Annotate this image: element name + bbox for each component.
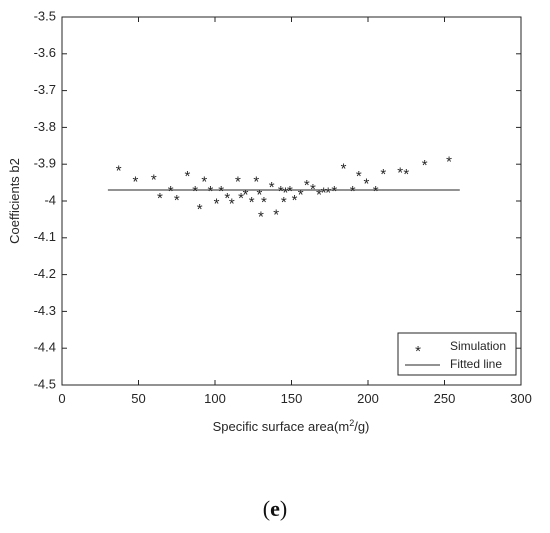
y-axis-label: Coefficients b2 xyxy=(7,158,22,244)
y-tick-label: -4.3 xyxy=(34,303,56,318)
simulation-point: * xyxy=(235,174,241,191)
simulation-point: * xyxy=(151,172,157,189)
caption-letter: e xyxy=(270,496,280,521)
simulation-point: * xyxy=(116,163,122,180)
simulation-point: * xyxy=(422,157,428,174)
x-tick-label: 300 xyxy=(510,391,532,406)
simulation-point: * xyxy=(364,175,370,192)
legend-marker-simulation: * xyxy=(415,343,421,360)
simulation-point: * xyxy=(298,186,304,203)
y-tick-label: -4.4 xyxy=(34,340,56,355)
simulation-point: * xyxy=(185,168,191,185)
x-tick-label: 150 xyxy=(281,391,303,406)
legend: * Simulation Fitted line xyxy=(397,332,517,376)
simulation-point: * xyxy=(201,174,207,191)
simulation-point: * xyxy=(341,161,347,178)
y-tick-label: -3.7 xyxy=(34,82,56,97)
y-axis-ticks: -3.5 -3.6 -3.7 -3.8 -3.9 -4 -4.1 -4.2 -4.3 -4.4 -4… xyxy=(34,8,521,391)
simulation-point: * xyxy=(282,185,288,202)
simulation-point: * xyxy=(325,185,331,202)
simulation-point: * xyxy=(133,174,139,191)
x-tick-label: 0 xyxy=(58,391,65,406)
y-tick-label: -3.5 xyxy=(34,8,56,23)
simulation-point: * xyxy=(229,196,235,213)
x-tick-label: 100 xyxy=(204,391,226,406)
y-tick-label: -4.5 xyxy=(34,376,56,391)
simulation-point: * xyxy=(269,179,275,196)
simulation-point: * xyxy=(397,164,403,181)
x-axis-ticks: 0 50 100 150 200 250 300 xyxy=(58,17,532,406)
simulation-point: * xyxy=(157,190,163,207)
simulation-point: * xyxy=(380,166,386,183)
plot-frame xyxy=(61,16,522,386)
simulation-point: * xyxy=(256,186,262,203)
simulation-point: * xyxy=(373,183,379,200)
simulation-point: * xyxy=(258,209,264,226)
simulation-point: * xyxy=(197,201,203,218)
y-tick-label: -4.1 xyxy=(34,229,56,244)
simulation-point: * xyxy=(356,168,362,185)
x-axis-label-main: Specific surface area(m xyxy=(213,419,350,434)
simulation-point: * xyxy=(243,186,249,203)
simulation-series: ** ** ********* ***** ************ ** * *** ****… xyxy=(116,153,452,225)
figure-caption: (e) xyxy=(0,496,550,522)
simulation-point: * xyxy=(331,183,337,200)
simulation-point: * xyxy=(207,183,213,200)
simulation-point: * xyxy=(218,183,224,200)
simulation-point: * xyxy=(304,177,310,194)
simulation-point: * xyxy=(310,181,316,198)
legend-label-fitted-line: Fitted line xyxy=(450,357,502,371)
simulation-point: * xyxy=(214,196,220,213)
simulation-point: * xyxy=(174,192,180,209)
y-tick-label: -3.9 xyxy=(34,156,56,171)
simulation-point: * xyxy=(192,183,198,200)
simulation-point: * xyxy=(321,185,327,202)
y-tick-label: -3.8 xyxy=(34,119,56,134)
legend-box xyxy=(397,332,517,376)
chart: 0 50 100 150 200 250 300 -3.5-3.6-3.7-3.8-3.9-… xyxy=(7,8,532,434)
legend-label-simulation: Simulation xyxy=(450,339,506,353)
x-tick-label: 200 xyxy=(357,391,379,406)
y-tick-label: -4 xyxy=(44,192,56,207)
simulation-point: * xyxy=(316,186,322,203)
simulation-point: * xyxy=(224,190,230,207)
x-tick-label: 50 xyxy=(131,391,145,406)
simulation-point: * xyxy=(261,194,267,211)
simulation-point: * xyxy=(287,183,293,200)
y-tick-label: -4.2 xyxy=(34,266,56,281)
caption-open: ( xyxy=(262,496,271,521)
simulation-point: * xyxy=(446,153,452,170)
y-tick-label: -3.6 xyxy=(34,45,56,60)
simulation-point: * xyxy=(403,166,409,183)
x-axis-label-superscript: 2 xyxy=(349,418,354,428)
simulation-point: * xyxy=(278,183,284,200)
x-tick-label: 250 xyxy=(434,391,456,406)
simulation-point: * xyxy=(253,174,259,191)
simulation-point: * xyxy=(292,192,298,209)
simulation-point: * xyxy=(273,207,279,224)
x-axis-label: Specific surface area(m2/g) xyxy=(213,418,370,434)
simulation-point: * xyxy=(350,183,356,200)
plot-background xyxy=(62,17,521,385)
simulation-point: * xyxy=(281,194,287,211)
simulation-point: * xyxy=(238,190,244,207)
simulation-point: * xyxy=(249,194,255,211)
simulation-point: * xyxy=(168,183,174,200)
caption-close: ) xyxy=(279,496,288,521)
x-axis-label-end: /g) xyxy=(354,419,369,434)
